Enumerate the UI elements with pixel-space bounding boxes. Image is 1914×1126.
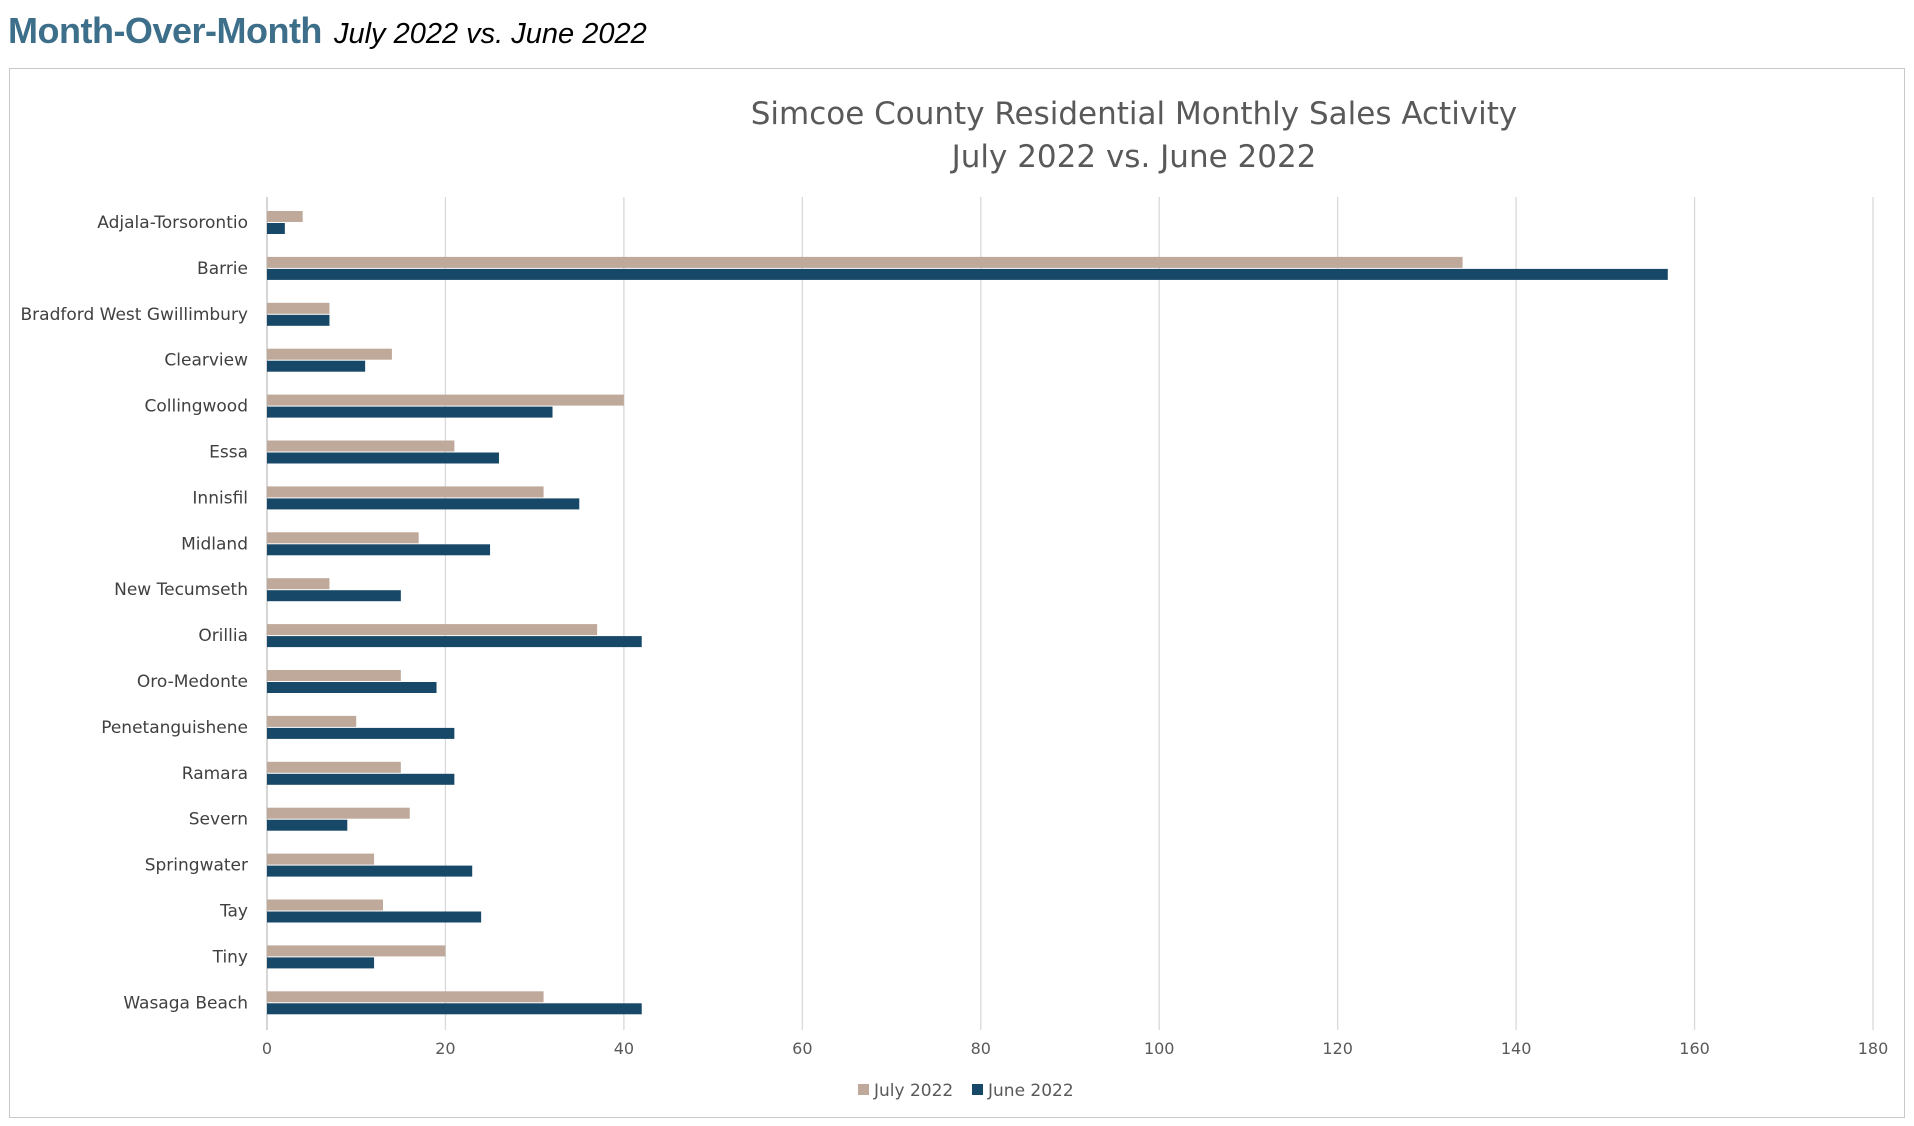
- category-label: New Tecumseth: [114, 580, 248, 600]
- category-label: Barrie: [197, 259, 248, 279]
- page-header: Month-Over-Month July 2022 vs. June 2022: [8, 10, 647, 56]
- bar-june: [267, 773, 455, 785]
- bar-july: [267, 532, 419, 544]
- bar-layer: [267, 211, 1668, 1015]
- bar-july: [267, 394, 624, 406]
- bar-july: [267, 761, 401, 773]
- legend-swatch-june: [972, 1084, 983, 1095]
- bar-june: [267, 1003, 642, 1015]
- category-label: Springwater: [145, 856, 248, 876]
- category-label: Tay: [219, 902, 248, 922]
- bar-june: [267, 819, 348, 831]
- category-label: Tiny: [212, 947, 248, 967]
- bar-june: [267, 452, 499, 464]
- bar-july: [267, 256, 1463, 268]
- bar-july: [267, 899, 383, 911]
- bar-july: [267, 624, 598, 636]
- bar-july: [267, 486, 544, 498]
- bar-july: [267, 578, 330, 590]
- bar-june: [267, 682, 437, 693]
- grid-layer: 0 20 40 60 80 100 120 140 160 180: [262, 197, 1888, 1058]
- category-label: Collingwood: [144, 397, 248, 417]
- bar-june: [267, 544, 491, 556]
- bar-june: [267, 590, 401, 602]
- category-label: Adjala-Torsorontio: [97, 213, 248, 233]
- x-tick-label: 100: [1144, 1039, 1175, 1058]
- bar-july: [267, 807, 410, 819]
- legend-label-june: June 2022: [987, 1081, 1074, 1101]
- x-tick-label: 140: [1501, 1039, 1532, 1058]
- category-label: Ramara: [182, 764, 248, 784]
- category-label: Clearview: [164, 351, 248, 371]
- page-title: Month-Over-Month: [8, 10, 322, 51]
- category-label: Severn: [189, 810, 248, 830]
- bar-june: [267, 268, 1668, 280]
- x-tick-label: 60: [792, 1039, 812, 1058]
- chart-title: Simcoe County Residential Monthly Sales …: [751, 96, 1518, 132]
- bar-june: [267, 727, 455, 739]
- bar-june: [267, 314, 330, 326]
- bar-july: [267, 715, 357, 727]
- bar-june: [267, 406, 553, 418]
- x-tick-label: 80: [971, 1039, 991, 1058]
- category-label: Penetanguishene: [101, 718, 248, 738]
- bar-june: [267, 865, 473, 877]
- category-label: Orillia: [198, 626, 248, 646]
- bar-july: [267, 670, 401, 681]
- x-tick-label: 40: [614, 1039, 634, 1058]
- label-layer: Adjala-Torsorontio Barrie Bradford West Gw…: [21, 213, 249, 1013]
- x-tick-label: 160: [1679, 1039, 1710, 1058]
- category-label: Essa: [209, 443, 248, 463]
- chart-subtitle: July 2022 vs. June 2022: [950, 139, 1317, 175]
- category-label: Wasaga Beach: [123, 993, 248, 1013]
- category-label: Innisfil: [192, 488, 248, 508]
- bar-june: [267, 498, 580, 510]
- bar-june: [267, 911, 482, 923]
- x-tick-label: 120: [1322, 1039, 1353, 1058]
- category-label: Midland: [181, 534, 248, 554]
- bar-june: [267, 360, 366, 372]
- bar-july: [267, 440, 455, 452]
- bar-july: [267, 302, 330, 314]
- bar-june: [267, 957, 375, 969]
- bar-july: [267, 853, 375, 865]
- bar-july: [267, 348, 392, 360]
- bar-july: [267, 211, 303, 222]
- legend-label-july: July 2022: [873, 1081, 953, 1101]
- page-subtitle: July 2022 vs. June 2022: [333, 18, 647, 50]
- bar-june: [267, 636, 642, 648]
- chart-legend: July 2022 June 2022: [858, 1081, 1074, 1101]
- bar-june: [267, 223, 285, 234]
- bar-july: [267, 945, 446, 957]
- legend-swatch-july: [858, 1084, 869, 1095]
- x-tick-label: 0: [262, 1039, 272, 1058]
- bar-july: [267, 991, 544, 1003]
- category-label: Oro-Medonte: [137, 672, 248, 692]
- x-tick-label: 20: [435, 1039, 455, 1058]
- x-tick-label: 180: [1858, 1039, 1889, 1058]
- category-label: Bradford West Gwillimbury: [21, 305, 248, 325]
